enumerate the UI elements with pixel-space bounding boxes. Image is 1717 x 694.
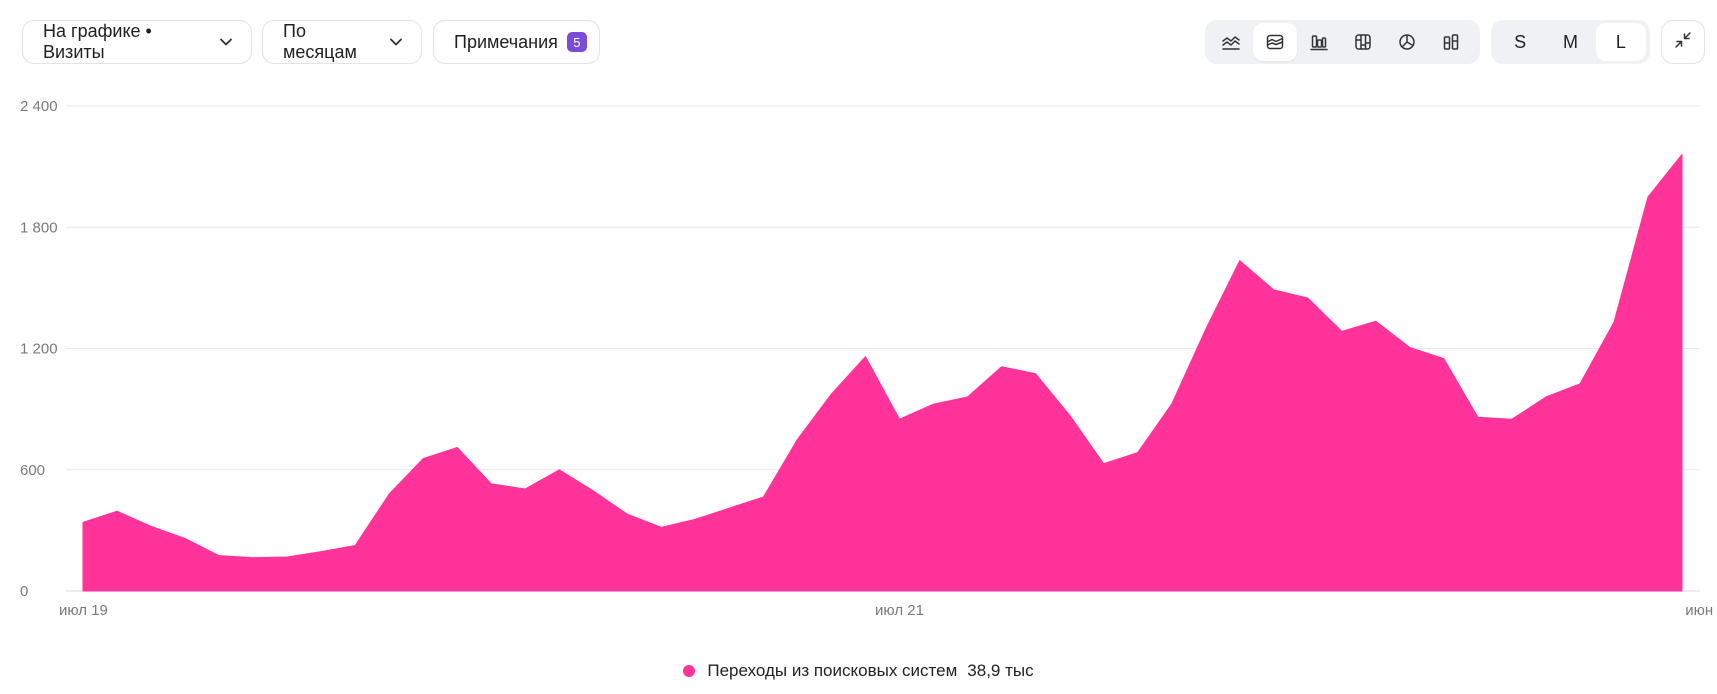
data-point[interactable] (182, 535, 188, 541)
y-tick-label: 1 200 (20, 341, 58, 358)
data-point[interactable] (420, 456, 426, 462)
data-point[interactable] (386, 491, 392, 497)
data-point[interactable] (488, 481, 494, 487)
data-point[interactable] (1169, 401, 1175, 407)
y-tick-label: 600 (20, 462, 45, 479)
chevron-down-icon (389, 35, 403, 49)
legend-series-total: 38,9 тыс (967, 661, 1034, 680)
data-point[interactable] (556, 467, 562, 473)
pie-chart-icon (1397, 32, 1417, 52)
x-tick-label: июн 23 (1685, 602, 1717, 619)
chart-type-pie[interactable] (1385, 23, 1429, 61)
data-point[interactable] (1407, 344, 1413, 350)
legend-series-marker (683, 665, 696, 677)
legend-series-name: Переходы из поисковых систем (707, 661, 958, 680)
data-point[interactable] (965, 394, 971, 400)
chart-toolbar: На графике • Визиты По месяцам Примечани… (0, 0, 1717, 90)
chart-type-switcher (1205, 20, 1480, 64)
column-chart-icon (1441, 32, 1461, 52)
size-button-m[interactable]: M (1562, 31, 1578, 52)
size-button-s[interactable]: S (1514, 31, 1527, 52)
y-tick-label: 0 (20, 583, 28, 600)
data-point[interactable] (1475, 414, 1481, 420)
data-point[interactable] (148, 523, 154, 529)
area-chart: 0 600 1 200 1 800 2 400 июл 19 июл 21 июн 23 (20, 98, 1717, 619)
data-point[interactable] (1577, 381, 1583, 387)
data-point[interactable] (1305, 295, 1311, 301)
y-tick-label: 2 400 (20, 98, 58, 115)
data-point[interactable] (1203, 326, 1209, 332)
data-point[interactable] (1101, 461, 1107, 467)
data-point[interactable] (1339, 328, 1345, 334)
metric-select[interactable]: На графике • Визиты (22, 20, 252, 64)
data-point[interactable] (999, 364, 1005, 370)
data-point[interactable] (828, 391, 834, 397)
chart-type-column[interactable] (1429, 23, 1473, 61)
line-chart-icon (1221, 32, 1241, 52)
stacked-area-chart-icon (1265, 32, 1285, 52)
stacked-bar-chart-icon (1353, 32, 1373, 52)
data-point[interactable] (931, 401, 937, 407)
notes-count-badge: 5 (566, 32, 587, 52)
data-point[interactable] (1509, 416, 1515, 422)
notes-label: Примечания (454, 31, 558, 52)
notes-button[interactable]: Примечания 5 (433, 20, 600, 64)
collapse-button[interactable] (1661, 20, 1705, 64)
data-point[interactable] (454, 445, 460, 451)
data-point[interactable] (1271, 287, 1277, 293)
data-point[interactable] (624, 511, 630, 517)
collapse-icon (1673, 30, 1693, 55)
data-point[interactable] (794, 436, 800, 442)
chevron-down-icon (219, 35, 233, 49)
data-point[interactable] (1237, 258, 1243, 264)
data-point[interactable] (862, 354, 868, 360)
data-point[interactable] (658, 524, 664, 530)
x-tick-label: июл 21 (875, 602, 924, 619)
data-point[interactable] (1033, 371, 1039, 377)
grouping-select-label: По месяцам (283, 21, 357, 62)
chart-series-area (80, 152, 1685, 592)
data-point[interactable] (80, 519, 86, 525)
chart-type-bar[interactable] (1297, 23, 1341, 61)
y-axis-tick-labels: 0 600 1 200 1 800 2 400 (20, 98, 58, 600)
data-point[interactable] (250, 555, 256, 561)
chart-type-line[interactable] (1209, 23, 1253, 61)
data-point[interactable] (726, 505, 732, 511)
x-tick-label: июл 19 (59, 602, 108, 619)
data-point[interactable] (318, 549, 324, 555)
data-point[interactable] (522, 486, 528, 492)
size-switcher: S M L (1491, 20, 1650, 64)
data-point[interactable] (1067, 412, 1073, 418)
data-point[interactable] (216, 553, 222, 559)
data-point[interactable] (352, 543, 358, 549)
data-point[interactable] (692, 516, 698, 522)
data-point[interactable] (114, 508, 120, 514)
data-point[interactable] (1373, 318, 1379, 324)
chart-legend[interactable]: Переходы из поисковых систем 38,9 тыс (0, 656, 1717, 686)
bar-chart-icon (1309, 32, 1329, 52)
data-point[interactable] (1543, 394, 1549, 400)
size-button-l[interactable]: L (1595, 23, 1646, 61)
y-tick-label: 1 800 (20, 219, 58, 236)
x-axis-tick-labels: июл 19 июл 21 июн 23 (59, 602, 1717, 619)
metric-select-label: На графике • Визиты (43, 21, 152, 62)
data-point[interactable] (1679, 152, 1685, 158)
data-point[interactable] (284, 554, 290, 560)
data-point[interactable] (1441, 356, 1447, 362)
data-point[interactable] (897, 416, 903, 422)
chart-type-area[interactable] (1253, 23, 1297, 61)
series-area-path[interactable] (82, 154, 1683, 592)
data-point[interactable] (590, 488, 596, 494)
data-point[interactable] (760, 494, 766, 500)
grouping-select[interactable]: По месяцам (262, 20, 422, 64)
data-point[interactable] (1135, 450, 1141, 456)
data-point[interactable] (1611, 319, 1617, 325)
chart-type-stacked-bar[interactable] (1341, 23, 1385, 61)
data-point[interactable] (1645, 194, 1651, 200)
